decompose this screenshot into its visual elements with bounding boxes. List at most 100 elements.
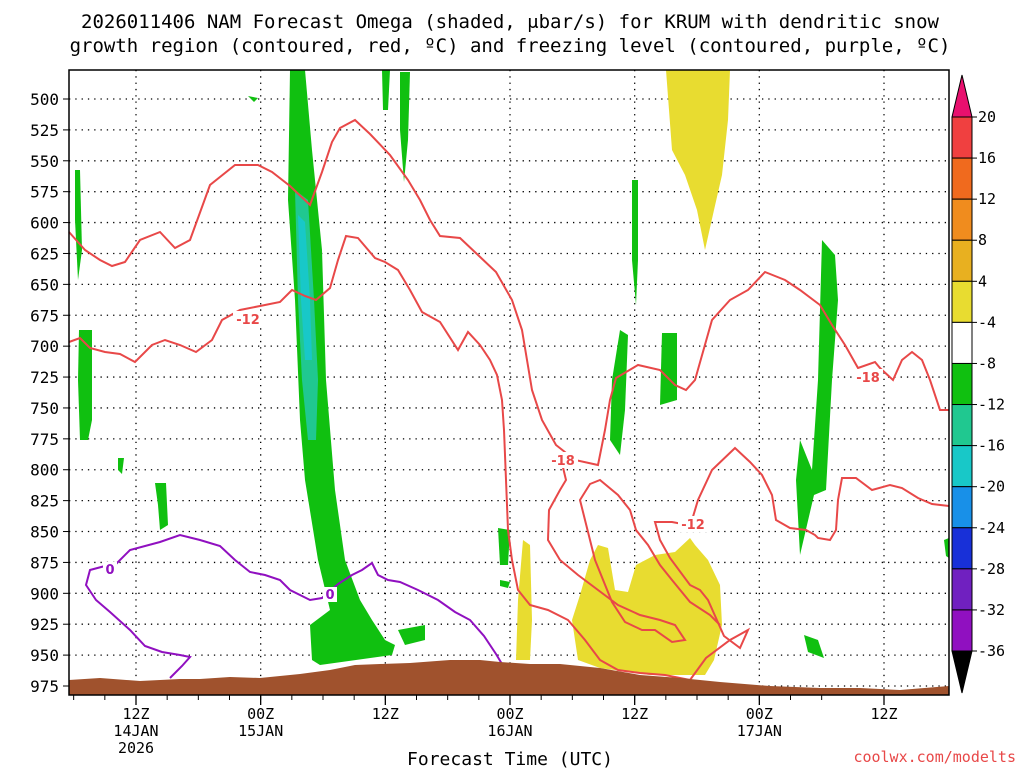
y-tick-label: 700 <box>30 337 59 356</box>
omega-neg-area <box>500 580 510 588</box>
y-tick-label: 925 <box>30 615 59 634</box>
colorbar-swatch <box>951 486 973 529</box>
omega-pos-area <box>516 540 532 660</box>
plot-frame <box>68 69 950 696</box>
chart-title-line1: 2026011406 NAM Forecast Omega (shaded, μ… <box>81 11 939 33</box>
colorbar-label: -28 <box>978 560 1005 578</box>
y-tick-label: 850 <box>30 523 59 542</box>
y-tick-label: 675 <box>30 306 59 325</box>
x-tick-label: 12Z <box>372 705 399 723</box>
contour-label-minus18: -18 <box>551 454 575 469</box>
y-tick-label: 600 <box>30 214 59 233</box>
colorbar-label: 12 <box>978 190 996 208</box>
y-tick-label: 750 <box>30 399 59 418</box>
colorbar-bottom-arrow <box>951 650 973 694</box>
contour-label-zero: 0 <box>325 588 334 603</box>
omega-neg-area <box>398 625 425 645</box>
x-tick-label: 16JAN <box>487 722 532 740</box>
colorbar-label: 8 <box>978 231 987 249</box>
dendritic-contours <box>68 118 950 682</box>
colorbar-label: -12 <box>978 396 1005 414</box>
omega-neg-area <box>288 70 395 665</box>
y-tick-label: 500 <box>30 90 59 109</box>
x-tick-label: 12Z <box>870 705 897 723</box>
x-tick-label: 14JAN <box>113 722 158 740</box>
y-axis: 500 525 550 575 600 625 650 675 700 725 750 775 800 8… <box>30 90 69 696</box>
colorbar-swatch <box>951 280 973 323</box>
y-tick-label: 775 <box>30 430 59 449</box>
omega-neg-area <box>248 96 258 102</box>
y-tick-label: 825 <box>30 492 59 511</box>
y-tick-label: 875 <box>30 553 59 572</box>
omega-neg-area <box>155 483 168 530</box>
colorbar-label: -16 <box>978 437 1005 455</box>
dendritic-contour-upper <box>68 118 949 467</box>
x-tick-label: 2026 <box>118 739 154 757</box>
contour-label-minus18: -18 <box>856 371 880 386</box>
colorbar-label: -20 <box>978 478 1005 496</box>
omega-strong-negative-areas <box>295 190 318 440</box>
colorbar-swatch <box>951 609 973 652</box>
plot-area <box>69 70 949 695</box>
y-tick-label: 725 <box>30 368 59 387</box>
omega-neg-area <box>610 330 628 455</box>
x-axis-label: Forecast Time (UTC) <box>407 749 613 768</box>
y-tick-label: 650 <box>30 275 59 294</box>
omega-neg-area <box>632 180 638 305</box>
colorbar-swatch <box>951 198 973 241</box>
y-tick-label: 525 <box>30 121 59 140</box>
contour-labels: -12 -12 -18 -18 0 0 <box>103 311 883 603</box>
dendritic-contour-lower <box>68 234 950 682</box>
omega-neg-area <box>78 330 92 440</box>
contour-label-minus12: -12 <box>681 518 705 533</box>
colorbar-label: 4 <box>978 272 987 290</box>
x-tick-label: 12Z <box>122 705 149 723</box>
freezing-level-contour <box>84 565 192 679</box>
y-tick-label: 800 <box>30 461 59 480</box>
colorbar-label: 20 <box>978 108 996 126</box>
x-tick-label: 12Z <box>621 705 648 723</box>
omega-neg-area <box>660 333 677 405</box>
y-tick-label: 550 <box>30 152 59 171</box>
colorbar-swatch <box>951 157 973 200</box>
site-credit[interactable]: coolwx.com/modelts <box>853 748 1016 766</box>
omega-neg-area <box>944 538 949 558</box>
colorbar-swatch <box>951 362 973 406</box>
x-tick-label: 00Z <box>496 705 523 723</box>
y-tick-label: 975 <box>30 677 59 696</box>
colorbar-swatch <box>951 116 973 159</box>
y-tick-label: 625 <box>30 244 59 263</box>
omega-neg-area <box>804 635 824 658</box>
colorbar-label: -32 <box>978 601 1005 619</box>
colorbar-label: -4 <box>978 313 996 331</box>
omega-neg-area <box>498 528 510 565</box>
terrain <box>69 660 949 695</box>
y-tick-label: 575 <box>30 183 59 202</box>
omega-neg-area <box>400 72 410 182</box>
x-tick-label: 17JAN <box>737 722 782 740</box>
colorbar-swatch <box>951 527 973 570</box>
colorbar-swatch <box>951 239 973 282</box>
omega-neg-area <box>118 458 124 474</box>
colorbar-label: -24 <box>978 519 1005 537</box>
omega-neg-area <box>75 170 82 280</box>
x-tick-label: 15JAN <box>238 722 283 740</box>
omega-neg-core-area <box>298 215 312 360</box>
colorbar-label: 16 <box>978 149 996 167</box>
y-tick-label: 900 <box>30 584 59 603</box>
x-tick-label: 00Z <box>746 705 773 723</box>
x-tick-label: 00Z <box>247 705 274 723</box>
omega-neg-area <box>382 70 390 110</box>
omega-pos-area <box>666 70 730 250</box>
colorbar: 20 16 12 8 4 -4 -8 -12 -16 -20 -24 -28 -32 -36 <box>951 74 1005 694</box>
colorbar-swatch <box>951 568 973 611</box>
colorbar-swatch <box>951 404 973 447</box>
contour-label-minus12: -12 <box>236 313 260 328</box>
dendritic-contour-mid <box>546 454 721 644</box>
colorbar-swatch <box>951 445 973 488</box>
colorbar-top-arrow <box>951 74 973 118</box>
colorbar-label: -36 <box>978 642 1005 660</box>
y-tick-label: 950 <box>30 646 59 665</box>
